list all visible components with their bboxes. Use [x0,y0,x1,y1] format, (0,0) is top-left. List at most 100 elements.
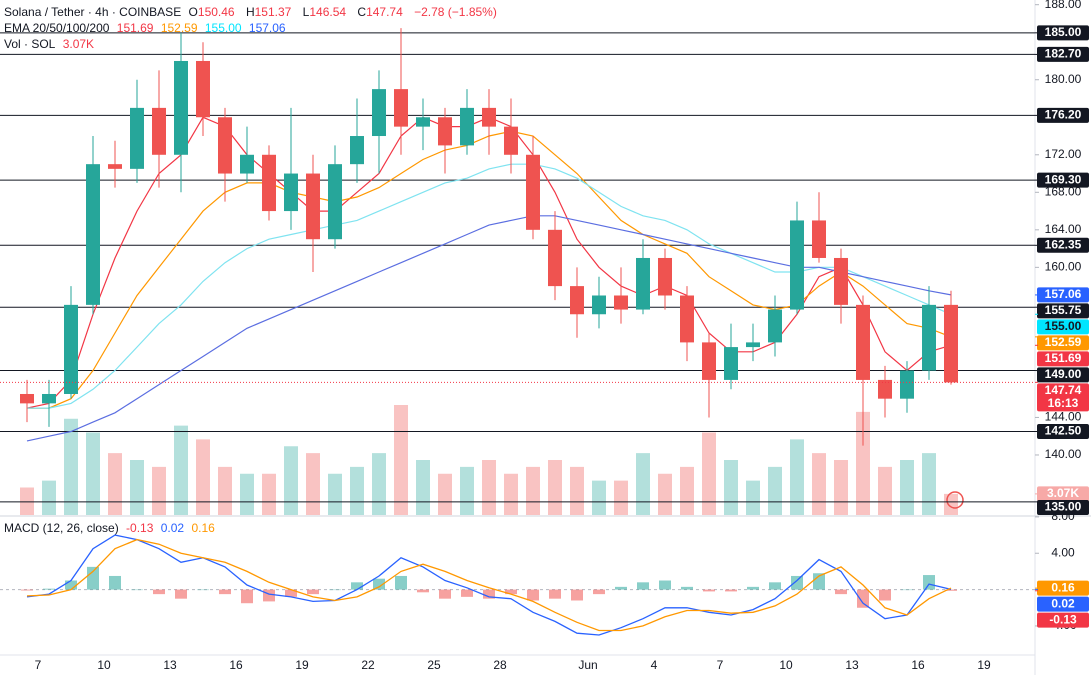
candle-body [570,286,584,315]
volume-bar [504,473,518,515]
volume-bar [460,466,474,515]
candle-body [900,370,914,399]
histogram-bar [505,589,517,595]
x-tick-label: 19 [295,658,309,672]
axis-badge [1037,351,1089,367]
axis-badge [1037,367,1089,383]
histogram-bar [615,586,627,590]
x-tick-label: 16 [911,658,925,672]
histogram-bar [747,586,759,590]
volume-bar [834,460,848,515]
histogram-bar [417,589,429,593]
volume-bar [416,460,430,515]
volume-bar [350,466,364,515]
axis-badge [1037,596,1089,612]
histogram-bar [285,589,297,597]
volume-bar [856,411,870,515]
ohlc: H151.37 [246,5,295,19]
ohlc-key: C [357,5,367,19]
candle-body [108,164,122,169]
histogram-bar [175,589,187,599]
candle-body [790,220,804,310]
axis-badge-label: 152.59 [1045,335,1082,349]
x-tick-label: 13 [845,658,859,672]
histogram-bar [901,589,913,591]
axis-badge-label: 142.50 [1045,424,1082,438]
candle-body [746,342,760,348]
candle-body [42,393,56,404]
candle-body [218,117,232,174]
ohlc: C147.74 [357,5,406,19]
y-tick-label: 160.00 [1045,260,1082,274]
ema-line [27,130,952,409]
volume-bar [262,473,276,515]
volume-bar [592,480,606,515]
ohlc-value: 150.46 [197,5,235,19]
candle-body [196,60,210,118]
axis-badge [1037,25,1089,41]
y-tick-label: 164.00 [1045,222,1082,236]
axis-badge-label: 151.69 [1045,351,1082,365]
volume-bar [790,439,804,515]
macd-value: 0.02 [160,521,185,535]
volume-bar [658,473,672,515]
volume-bar [482,460,496,515]
ohlc-value: 146.54 [309,5,347,19]
volume-bar [900,460,914,515]
histogram-bar [329,589,341,591]
axis-badge [1037,107,1089,123]
x-tick-label: 10 [97,658,111,672]
volume-bar [526,466,540,515]
volume-bar [812,453,826,515]
macd-legend: MACD (12, 26, close) -0.13 0.02 0.16 [4,520,219,536]
candle-body [372,89,386,137]
histogram-bar [351,582,363,590]
histogram-bar [395,575,407,590]
histogram-bar [65,580,77,590]
volume-bar [130,460,144,515]
volume-bar [152,466,166,515]
volume-bar [108,453,122,515]
volume-bar [86,432,100,515]
axis-badge-label: 157.06 [1045,287,1082,301]
x-tick-label: 16 [229,658,243,672]
ema-line [27,163,952,409]
axis-badge-label: 3.07K [1047,486,1079,500]
histogram-bar [43,588,55,590]
histogram-bar [923,575,935,590]
axis-badge [1037,500,1089,515]
axis-badge-label: 0.02 [1051,596,1075,610]
histogram-bar [725,589,737,592]
candle-body [240,154,254,174]
axis-badge-label: 162.35 [1045,237,1082,251]
histogram-bar [857,589,869,608]
candle-body [460,107,474,146]
histogram-bar [439,589,451,599]
histogram-bar [219,589,231,595]
volume-bar [240,473,254,515]
alert-icon[interactable] [946,491,964,509]
candle-body [20,393,34,404]
candle-body [416,117,430,127]
volume-bar [218,466,232,515]
candle-body [174,60,188,155]
y-tick-label: 180.00 [1045,72,1082,86]
x-tick-label: 7 [35,658,42,672]
symbol-legend: Solana / Tether · 4h · COINBASE O150.46 … [4,4,501,20]
histogram-bar [241,589,253,604]
candle-body [658,257,672,296]
axis-badge-label: 0.16 [1051,580,1075,594]
volume-bar [328,473,342,515]
ema-value: 155.00 [204,21,242,35]
axis-badge [1037,486,1089,502]
macd-value: 0.16 [191,521,215,535]
axis-badge [1037,319,1089,335]
histogram-bar [373,578,385,590]
ohlc: O150.46 [189,5,239,19]
candle-body [262,154,276,212]
axis-badge-label: 185.00 [1045,25,1082,39]
volume-bar [64,418,78,515]
histogram-bar [813,573,825,590]
